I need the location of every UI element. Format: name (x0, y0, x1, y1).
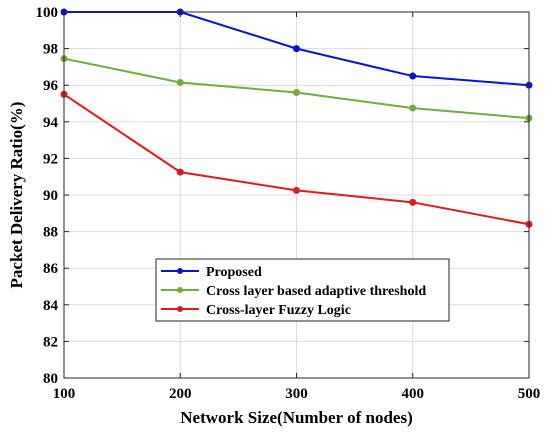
y-tick-label: 100 (36, 5, 59, 21)
y-tick-label: 90 (43, 188, 58, 204)
x-tick-label: 300 (285, 386, 308, 402)
legend: Proposed Cross layer based adaptive thres… (155, 258, 450, 322)
legend-marker-1 (177, 268, 183, 274)
legend-marker-2 (177, 287, 183, 293)
series-3-point (293, 186, 300, 194)
legend-marker-3 (177, 306, 183, 312)
x-tick-label: 400 (402, 386, 425, 402)
series-2-point (176, 78, 184, 86)
y-tick-label: 84 (43, 298, 59, 314)
y-tick-label: 86 (43, 261, 59, 277)
y-tick-label: 80 (43, 371, 58, 387)
series-1-point (409, 72, 417, 80)
x-tick-label: 200 (169, 386, 192, 402)
y-tick-label: 92 (43, 151, 58, 167)
series-2-point (409, 104, 417, 112)
y-tick-label: 88 (43, 225, 58, 241)
axis-ticks: 80 82 84 86 88 90 92 94 96 98 100 100 200 300 400 500 (36, 5, 541, 402)
x-axis-title: Network Size(Number of nodes) (180, 408, 412, 427)
series-2-point (293, 89, 300, 97)
y-tick-label: 98 (43, 42, 58, 58)
x-tick-label: 500 (518, 386, 541, 402)
series-3-point (176, 168, 184, 176)
series-3-point (409, 198, 417, 206)
y-axis-title: Packet Delivery Ratio(%) (7, 102, 26, 289)
legend-box (155, 258, 450, 322)
legend-label-2: Cross layer based adaptive threshold (206, 284, 426, 299)
legend-label-1: Proposed (206, 265, 262, 280)
x-tick-label: 100 (53, 386, 76, 402)
y-tick-label: 82 (43, 334, 58, 350)
legend-label-3: Cross-layer Fuzzy Logic (206, 303, 351, 318)
series-1-point (293, 45, 300, 53)
y-tick-label: 94 (43, 115, 59, 131)
y-tick-label: 96 (43, 78, 59, 94)
